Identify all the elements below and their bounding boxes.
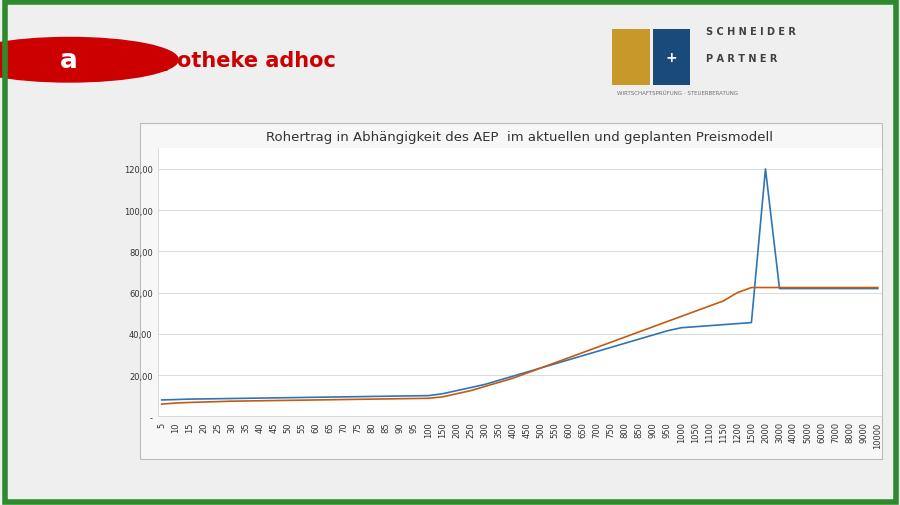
Title: Rohertrag in Abhängigkeit des AEP  im aktuellen und geplanten Preismodell: Rohertrag in Abhängigkeit des AEP im akt…: [266, 131, 773, 143]
geplantes Preismodell: [620, 334, 631, 340]
aktuelles Preismodell: [591, 349, 602, 355]
Text: WIRTSCHAFTSPRÜFUNG · STEUERBERATUNG: WIRTSCHAFTSPRÜFUNG · STEUERBERATUNG: [617, 90, 739, 95]
Bar: [652, 30, 690, 86]
aktuelles Preismodell: [831, 286, 842, 292]
Text: +: +: [666, 51, 677, 65]
geplantes Preismodell: [872, 285, 883, 291]
Text: P A R T N E R: P A R T N E R: [706, 54, 778, 64]
geplantes Preismodell: [746, 285, 757, 291]
Text: a: a: [60, 47, 78, 74]
geplantes Preismodell: [831, 285, 842, 291]
aktuelles Preismodell: [493, 378, 504, 384]
Text: S C H N E I D E R: S C H N E I D E R: [706, 27, 796, 37]
Line: aktuelles Preismodell: aktuelles Preismodell: [162, 170, 877, 400]
aktuelles Preismodell: [212, 396, 223, 402]
Bar: [612, 30, 650, 86]
aktuelles Preismodell: [409, 393, 419, 399]
geplantes Preismodell: [591, 344, 602, 350]
aktuelles Preismodell: [760, 167, 771, 173]
aktuelles Preismodell: [620, 340, 631, 346]
Text: apotheke adhoc: apotheke adhoc: [148, 50, 337, 71]
geplantes Preismodell: [212, 399, 223, 405]
aktuelles Preismodell: [157, 397, 167, 403]
geplantes Preismodell: [157, 401, 167, 408]
geplantes Preismodell: [409, 396, 419, 402]
Circle shape: [0, 38, 178, 83]
Line: geplantes Preismodell: geplantes Preismodell: [162, 288, 877, 405]
aktuelles Preismodell: [872, 286, 883, 292]
geplantes Preismodell: [493, 380, 504, 386]
